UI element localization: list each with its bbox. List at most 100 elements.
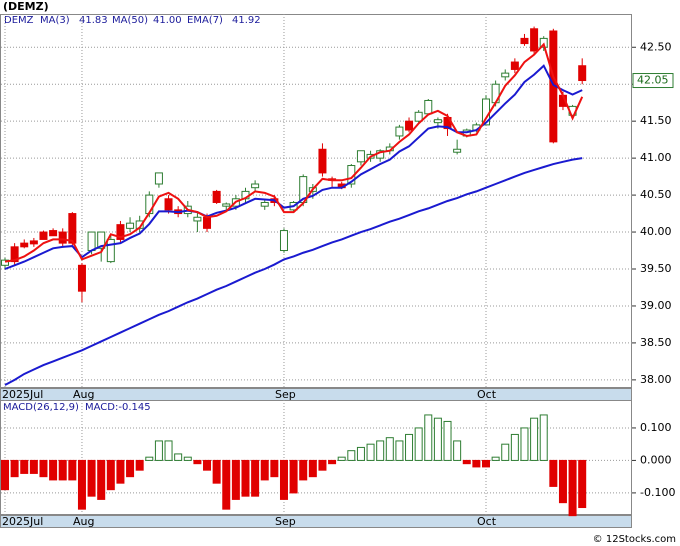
candle-body xyxy=(1,259,9,266)
candle-body xyxy=(164,198,173,211)
candle-body xyxy=(20,242,29,248)
candle-body xyxy=(29,240,38,245)
macd-bar xyxy=(568,459,577,517)
macd-bar xyxy=(260,459,269,481)
candle-body xyxy=(318,148,327,174)
macd-bar xyxy=(145,456,154,461)
macd-bar xyxy=(289,459,298,494)
macd-bar xyxy=(106,459,115,491)
candle-body xyxy=(578,65,587,82)
macd-bar xyxy=(453,440,462,461)
macd-bar xyxy=(520,427,529,461)
y-tick-label: 41.50 xyxy=(640,114,672,127)
source: © 12Stocks.com xyxy=(593,534,676,545)
y-tick-label: -0.100 xyxy=(640,486,675,499)
macd-bar xyxy=(385,437,394,461)
macd-bar xyxy=(356,446,365,461)
legend-value: 41.92 xyxy=(232,15,261,26)
macd-bar xyxy=(279,459,288,500)
macd-bar xyxy=(251,459,260,497)
macd-bar xyxy=(68,459,77,481)
candle-body xyxy=(106,238,115,263)
symbol-label: DEMZ xyxy=(4,15,34,26)
candle-body xyxy=(154,172,163,185)
y-tick-label: 39.00 xyxy=(640,299,672,312)
chart-title: (DEMZ) xyxy=(3,0,49,13)
candle-body xyxy=(501,72,510,78)
moving-average-line xyxy=(4,157,583,386)
y-tick-label: 40.50 xyxy=(640,188,672,201)
macd-bar xyxy=(347,450,356,461)
candle-body xyxy=(395,126,404,137)
macd-bar xyxy=(116,459,125,484)
candle-body xyxy=(414,111,423,122)
candle-body xyxy=(222,203,231,207)
macd-bar xyxy=(193,459,202,465)
candle-body xyxy=(356,150,365,163)
macd-bar xyxy=(154,440,163,461)
macd-bar xyxy=(414,427,423,461)
macd-bar xyxy=(433,417,442,461)
x-tick-label: Oct xyxy=(477,388,497,401)
price-frame xyxy=(0,14,632,388)
macd-bar xyxy=(241,459,250,497)
macd-bar xyxy=(472,459,481,468)
legend-value: 41.00 xyxy=(153,15,182,26)
macd-bar xyxy=(299,459,308,481)
macd-bar xyxy=(491,456,500,461)
x-tick-label: Sep xyxy=(275,388,296,401)
macd-bar xyxy=(443,420,452,461)
macd-bar xyxy=(366,443,375,461)
macd-bar xyxy=(405,433,414,461)
macd-bar xyxy=(164,440,173,461)
macd-bar xyxy=(270,459,279,478)
candle-body xyxy=(193,216,202,222)
x-tick-label: Sep xyxy=(275,515,296,528)
candle-body xyxy=(10,246,19,263)
macd-legend: MACD:-0.145 xyxy=(85,402,151,413)
candle-body xyxy=(251,183,260,189)
moving-average-line xyxy=(4,42,584,263)
candle-body xyxy=(116,224,125,240)
macd-bar xyxy=(87,459,96,497)
macd-bar xyxy=(183,456,192,461)
y-tick-label: 39.50 xyxy=(640,262,672,275)
y-tick-label: 0.100 xyxy=(640,421,672,434)
macd-bar xyxy=(231,459,240,500)
date-band xyxy=(0,515,632,528)
candle-body xyxy=(510,61,519,70)
macd-bar xyxy=(212,459,221,484)
candle-body xyxy=(433,119,442,124)
x-tick-label: Aug xyxy=(73,388,94,401)
macd-bar xyxy=(337,456,346,461)
macd-bar xyxy=(97,459,106,500)
macd-bar xyxy=(126,459,135,478)
y-tick-label: 0.000 xyxy=(640,453,672,466)
x-tick-label: Aug xyxy=(73,515,94,528)
candle-body xyxy=(279,230,288,252)
x-tick-label: Oct xyxy=(477,515,497,528)
macd-bar xyxy=(58,459,67,481)
date-band xyxy=(0,388,632,401)
macd-bar xyxy=(222,459,231,510)
macd-title: MACD(26,12,9) xyxy=(3,402,79,413)
y-tick-label: 40.00 xyxy=(640,225,672,238)
macd-bar xyxy=(1,459,9,491)
macd-bar xyxy=(308,459,317,478)
legend-name: MA(50) xyxy=(112,15,148,26)
price-tag-label: 42.05 xyxy=(637,74,669,87)
macd-bar xyxy=(77,459,86,510)
candle-body xyxy=(58,231,67,244)
macd-bar xyxy=(39,459,48,478)
macd-bar xyxy=(174,453,183,461)
y-tick-label: 38.00 xyxy=(640,373,672,386)
candle-body xyxy=(97,231,106,249)
macd-bar xyxy=(424,414,433,461)
candle-body xyxy=(68,213,77,244)
macd-bar xyxy=(135,459,144,471)
candle-body xyxy=(520,37,529,45)
legend-name: EMA(7) xyxy=(187,15,223,26)
candle-body xyxy=(212,190,221,203)
macd-bar xyxy=(482,459,490,468)
